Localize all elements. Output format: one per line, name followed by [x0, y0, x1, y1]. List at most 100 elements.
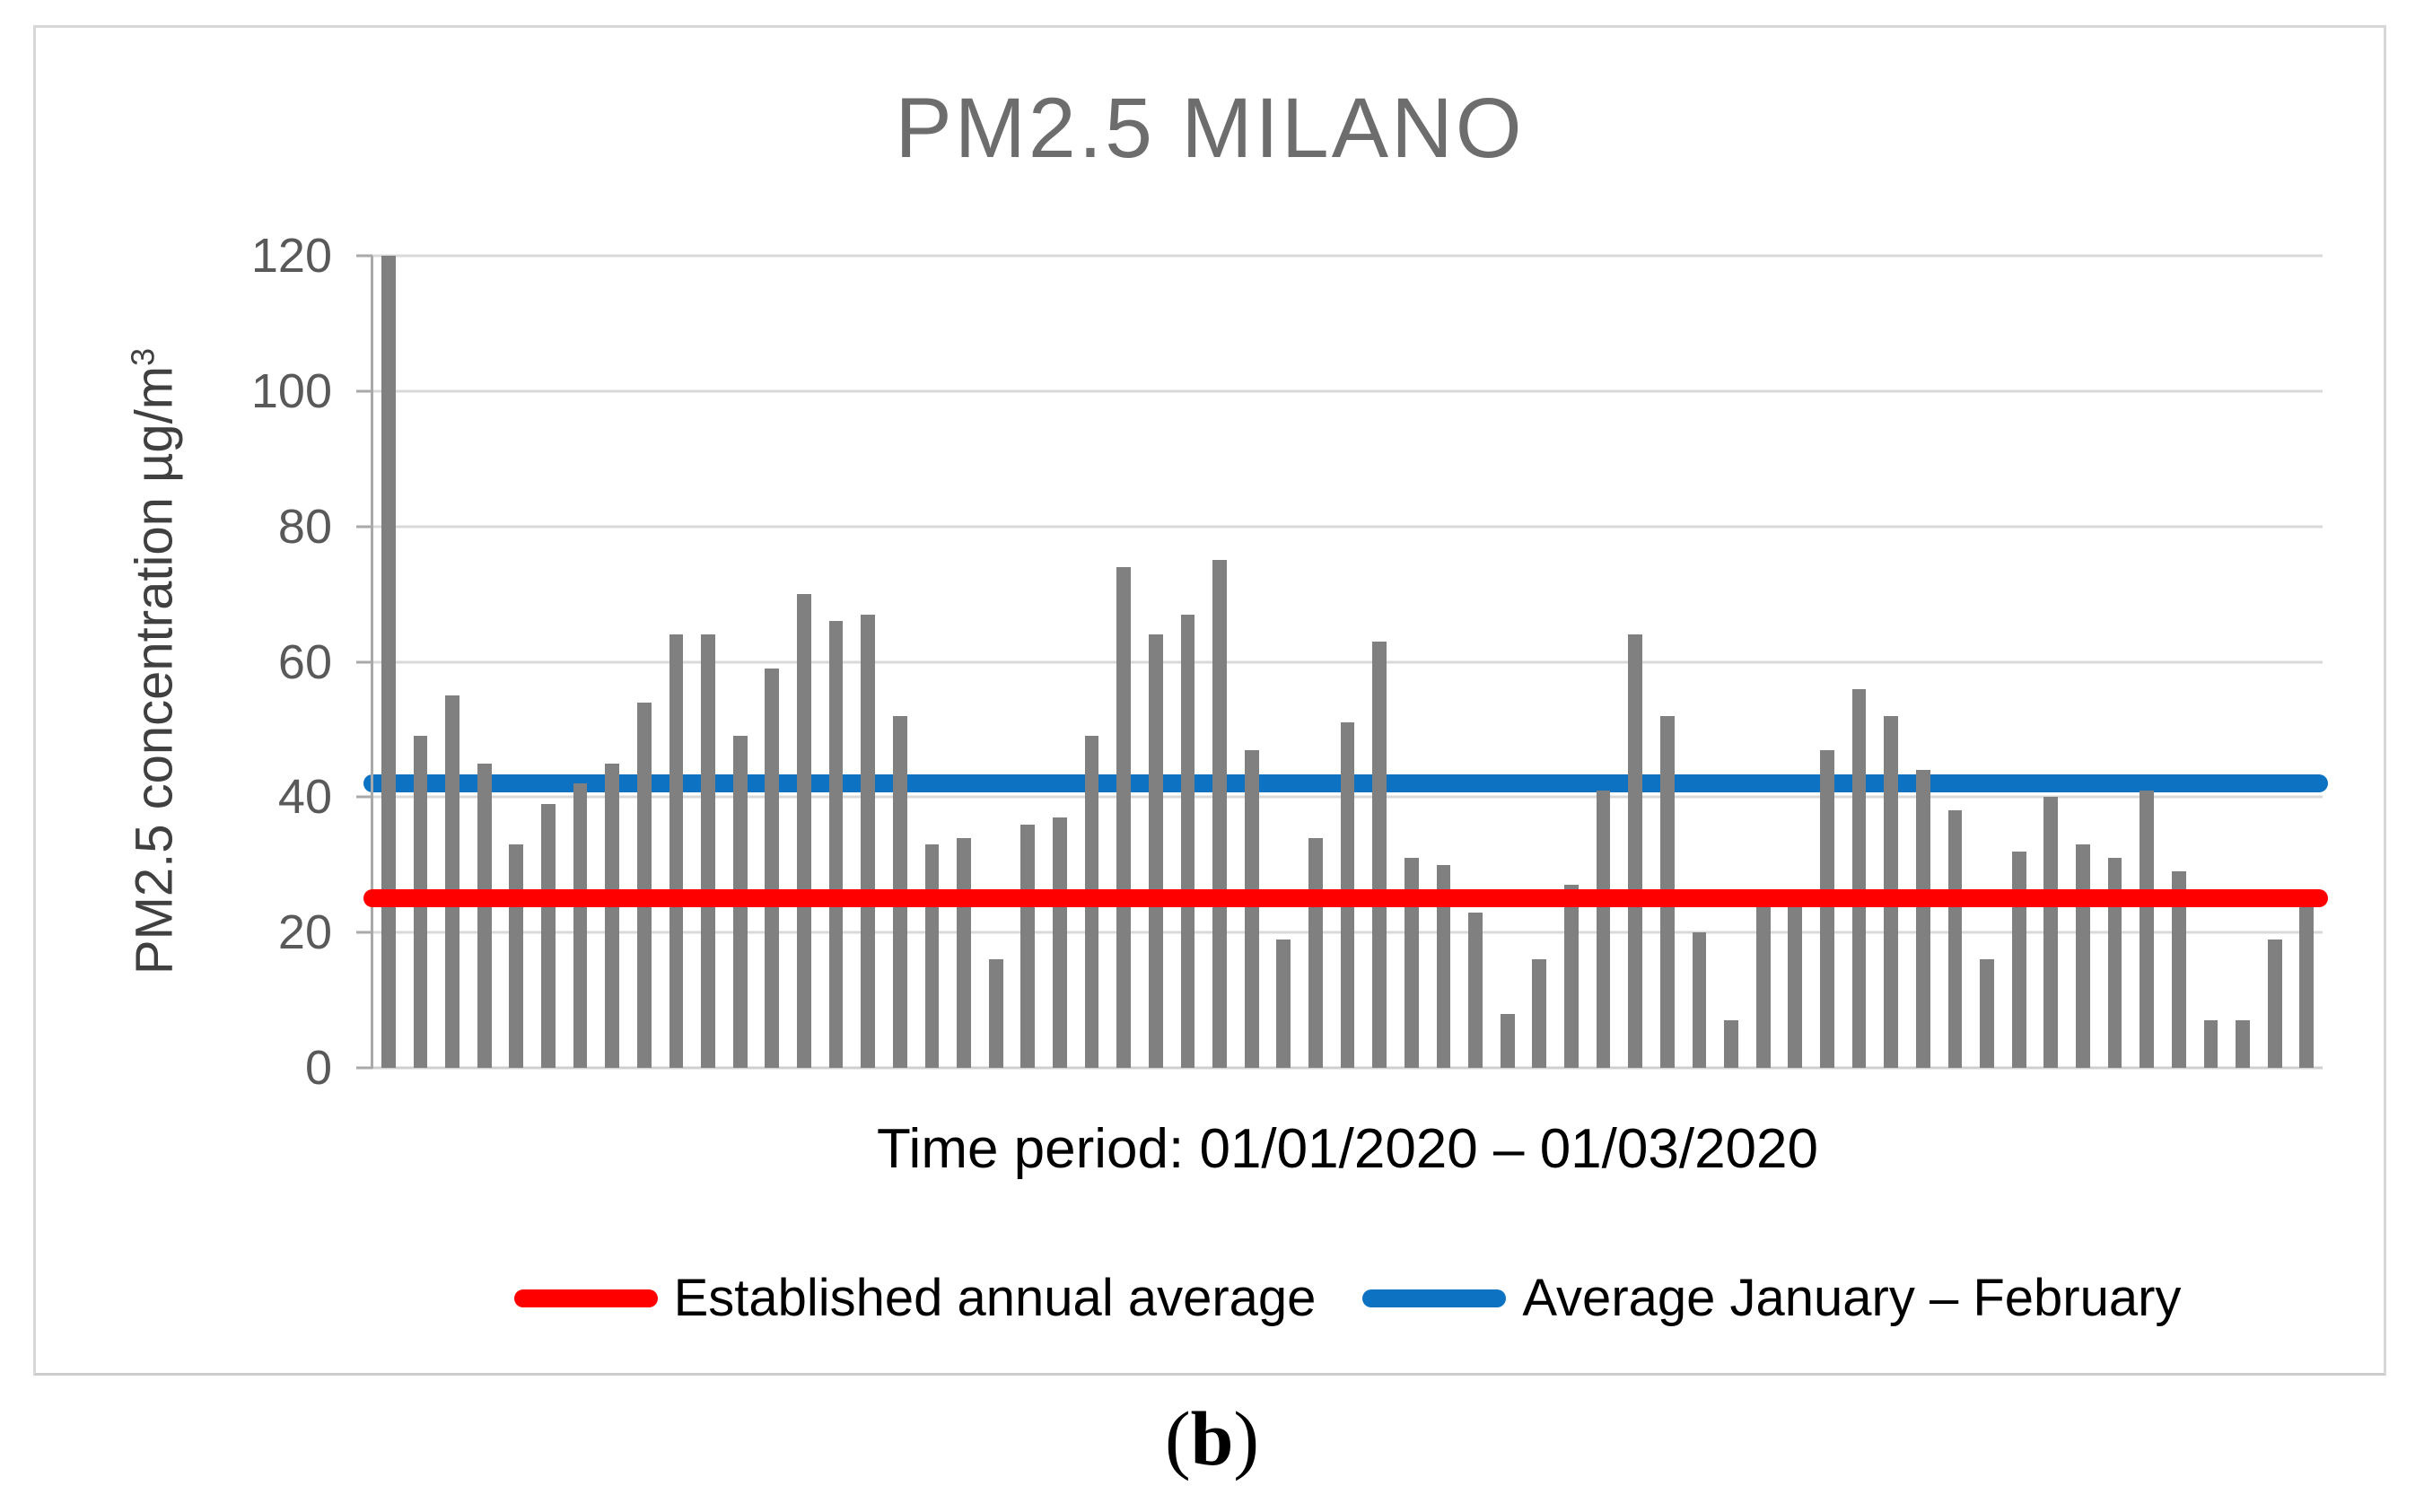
bar-slot — [980, 256, 1012, 1068]
bar-slot — [501, 256, 533, 1068]
bar-slot — [1363, 256, 1396, 1068]
bar-day-50 — [1947, 810, 1963, 1068]
bar-day-54 — [2076, 844, 2090, 1068]
bar-day-37 — [1532, 959, 1547, 1068]
bar-slot — [2099, 256, 2131, 1068]
bar-slot — [1044, 256, 1076, 1068]
bar-slot — [1684, 256, 1716, 1068]
legend-item: Average January – February — [1362, 1268, 2181, 1328]
bar-day-5 — [509, 844, 524, 1068]
bar-slot — [1172, 256, 1204, 1068]
bar-slot — [405, 256, 437, 1068]
chart-panel: PM2.5 MILANO PM2.5 concentration µg/m3 0… — [33, 25, 2386, 1376]
y-axis-line — [371, 256, 373, 1069]
bar-day-46 — [1820, 749, 1834, 1068]
bar-slot — [1492, 256, 1524, 1068]
caption-letter: b — [1190, 1395, 1234, 1481]
x-axis-title: Time period: 01/01/2020 – 01/03/2020 — [876, 1118, 1819, 1180]
bar-day-13 — [765, 669, 780, 1068]
legend-line-swatch — [513, 1289, 658, 1307]
bar-slot — [2259, 256, 2291, 1068]
bar-slot — [372, 256, 405, 1068]
bar-day-30 — [1308, 837, 1323, 1068]
bar-slot — [948, 256, 980, 1068]
bar-day-15 — [828, 621, 844, 1068]
bar-slot — [1939, 256, 1972, 1068]
bar-slot — [1555, 256, 1588, 1068]
bar-slot — [1300, 256, 1332, 1068]
bar-slot — [1619, 256, 1651, 1068]
caption-paren-open: ( — [1164, 1395, 1191, 1481]
bar-slot — [1396, 256, 1428, 1068]
bar-day-6 — [541, 803, 556, 1068]
y-tick-mark — [356, 254, 372, 258]
bar-day-45 — [1788, 905, 1803, 1068]
bar-day-7 — [573, 783, 588, 1068]
bar-slot — [1651, 256, 1684, 1068]
legend-label: Established annual average — [673, 1269, 1317, 1327]
chart-title: PM2.5 MILANO — [895, 81, 1525, 176]
bar-day-53 — [2043, 797, 2059, 1068]
y-axis-title-text: PM2.5 concentration µg/m — [125, 365, 184, 975]
bar-slot — [1459, 256, 1492, 1068]
bar-day-34 — [1436, 864, 1451, 1068]
bar-slot — [2035, 256, 2068, 1068]
bar-slot — [1875, 256, 1907, 1068]
bar-slot — [1428, 256, 1460, 1068]
bar-day-51 — [1980, 959, 1994, 1068]
y-tick-label-0: 0 — [304, 1041, 332, 1095]
y-tick-mark — [356, 795, 372, 799]
bar-day-14 — [797, 594, 811, 1068]
bar-day-11 — [701, 634, 715, 1068]
y-tick-label-80: 80 — [277, 499, 332, 554]
bar-day-18 — [924, 844, 940, 1068]
y-tick-mark — [356, 931, 372, 934]
bar-slot — [596, 256, 628, 1068]
bar-slot — [916, 256, 949, 1068]
bar-day-58 — [2203, 1020, 2218, 1068]
legend-line-swatch — [1362, 1289, 1507, 1307]
bar-slot — [757, 256, 789, 1068]
bar-slot — [1843, 256, 1876, 1068]
bar-slot — [2131, 256, 2163, 1068]
gridline-60 — [372, 660, 2323, 663]
gridline-80 — [372, 525, 2323, 529]
caption-paren-close: ) — [1233, 1395, 1260, 1481]
bar-slot — [2291, 256, 2323, 1068]
bar-slot — [1747, 256, 1780, 1068]
bar-day-56 — [2140, 790, 2155, 1068]
bar-day-57 — [2171, 871, 2186, 1068]
bar-day-43 — [1724, 1020, 1738, 1068]
y-tick-mark — [356, 389, 372, 393]
bar-slot — [2003, 256, 2035, 1068]
y-tick-label-40: 40 — [277, 770, 332, 825]
bar-day-36 — [1500, 1013, 1515, 1068]
bar-slot — [788, 256, 820, 1068]
bar-slot — [2067, 256, 2099, 1068]
y-tick-mark — [356, 660, 372, 663]
bar-day-32 — [1372, 641, 1387, 1068]
bar-day-49 — [1915, 770, 1930, 1068]
bar-day-42 — [1692, 932, 1707, 1068]
bar-slot — [2195, 256, 2227, 1068]
bar-slot — [1524, 256, 1556, 1068]
legend-item: Established annual average — [513, 1268, 1317, 1328]
bar-slot — [1715, 256, 1747, 1068]
y-axis-title-superscript: 3 — [124, 347, 162, 366]
plot-area: 0 20 40 60 80 100 120 — [251, 229, 2328, 1095]
y-tick-mark — [356, 525, 372, 529]
bar-slot — [1076, 256, 1108, 1068]
bar-slot — [820, 256, 853, 1068]
y-tick-label-60: 60 — [277, 634, 332, 689]
bar-day-3 — [445, 695, 459, 1068]
bar-day-9 — [636, 702, 652, 1068]
bar-day-21 — [1020, 824, 1036, 1068]
bar-day-26 — [1180, 614, 1195, 1068]
bar-slot — [852, 256, 884, 1068]
bar-slot — [1140, 256, 1172, 1068]
bar-day-47 — [1851, 688, 1867, 1068]
figure-caption: (b) — [0, 1394, 2424, 1483]
bar-day-55 — [2107, 858, 2122, 1068]
bar-slot — [1971, 256, 2003, 1068]
bar-slot — [1107, 256, 1140, 1068]
